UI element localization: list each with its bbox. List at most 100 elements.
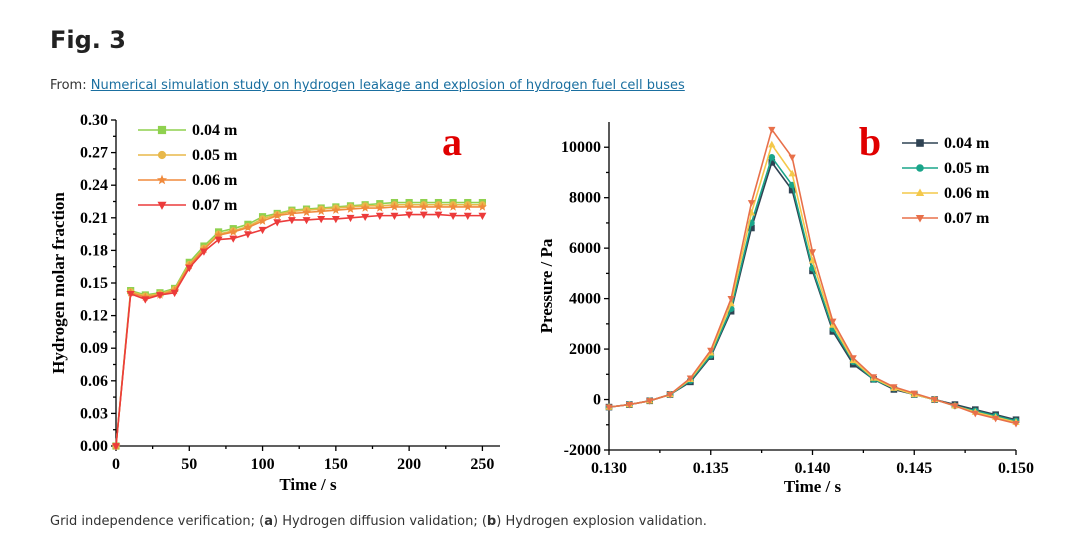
data-point [808, 249, 817, 256]
data-point [317, 216, 326, 224]
x-tick-label: 250 [470, 456, 494, 473]
data-point [185, 264, 194, 273]
data-point [788, 186, 796, 194]
x-tick-label: 0.145 [896, 460, 932, 477]
series-0.07-m [605, 126, 1020, 428]
x-axis-label: Time / s [784, 477, 842, 496]
series-0.05-m [112, 201, 487, 450]
data-point [788, 154, 796, 162]
legend-entry: 0.06 m [138, 172, 238, 189]
legend-entry: 0.05 m [902, 160, 990, 177]
data-point [346, 214, 355, 223]
y-tick-label: 0.30 [80, 112, 108, 129]
legend-entry: 0.04 m [902, 135, 990, 152]
x-tick-label: 200 [397, 456, 421, 473]
data-point [228, 227, 238, 236]
y-tick-label: -2000 [564, 442, 601, 459]
y-tick-label: 2000 [569, 341, 601, 358]
data-point [419, 211, 428, 219]
data-point [156, 292, 164, 300]
data-point [829, 318, 837, 326]
legend-marker [157, 150, 167, 160]
data-point [214, 236, 223, 244]
x-tick-label: 150 [324, 456, 348, 473]
y-tick-label: 0.21 [80, 210, 108, 227]
legend-entry: 0.06 m [902, 185, 990, 202]
data-point [686, 375, 695, 383]
data-point [478, 212, 487, 220]
y-axis-label: Pressure / Pa [537, 238, 556, 333]
legend-marker [156, 174, 168, 185]
data-point [449, 212, 458, 220]
caption-panel-a: a [264, 514, 273, 529]
chart-panel-a: 0.00 0.03 0.06 0.09 0.12 0.15 0.18 0.21 0.24 0.27… [49, 112, 500, 494]
figure-caption: Grid independence verification; (a) Hydr… [50, 514, 707, 529]
data-point [463, 202, 473, 211]
series-0.06-m [111, 202, 487, 450]
legend-label: 0.04 m [944, 135, 990, 152]
data-point [992, 415, 1000, 423]
chart-panel-b: -2000 0 2000 4000 6000 8000 10000 0.130 0.135 0.1… [537, 119, 1034, 496]
x-tick-label: 0.130 [591, 460, 627, 477]
y-tick-label: 0.24 [80, 177, 108, 194]
legend-entry: 0.05 m [138, 147, 238, 164]
x-axis-label: Time / s [279, 475, 337, 494]
data-point [170, 289, 179, 298]
data-point [331, 205, 341, 214]
data-point [625, 401, 633, 409]
series-line [115, 206, 483, 447]
y-tick-label: 0.03 [80, 405, 108, 422]
data-point [346, 204, 355, 213]
data-point [747, 200, 756, 207]
data-point [405, 211, 414, 219]
legend-marker [157, 201, 167, 210]
data-point [141, 296, 150, 304]
data-point [419, 202, 429, 211]
caption-intro: Grid independence verification; ( [50, 514, 265, 529]
legend-label: 0.04 m [192, 122, 238, 139]
data-point [258, 216, 268, 225]
data-point [727, 295, 735, 303]
legend-entry: 0.04 m [138, 122, 238, 139]
legend-entry: 0.07 m [138, 197, 238, 214]
legend-marker [915, 188, 925, 197]
y-tick-label: 0 [593, 392, 601, 409]
x-tick-label: 0.135 [693, 460, 729, 477]
y-tick-label: 0.12 [80, 308, 108, 325]
y-tick-label: 0.06 [80, 373, 108, 390]
data-point [788, 169, 796, 177]
y-tick-label: 0.18 [80, 242, 108, 259]
source-line: From: Numerical simulation study on hydr… [50, 78, 685, 93]
data-point [707, 347, 715, 355]
data-point [258, 226, 267, 235]
data-point [112, 443, 120, 451]
data-point [869, 374, 878, 381]
legend-label: 0.05 m [192, 147, 238, 164]
data-point [463, 212, 472, 220]
data-point [360, 203, 370, 212]
y-tick-label: 0.00 [80, 438, 108, 455]
data-point [375, 203, 385, 212]
y-tick-label: 0.15 [80, 275, 108, 292]
data-point [404, 202, 414, 211]
panel-label-b: b [859, 119, 881, 164]
source-article-link[interactable]: Numerical simulation study on hydrogen l… [90, 78, 685, 93]
data-point [890, 384, 898, 391]
series-line [115, 213, 483, 447]
legend-marker [915, 214, 925, 223]
data-point [316, 206, 326, 216]
x-tick-label: 100 [251, 456, 275, 473]
legend-marker [157, 125, 167, 135]
data-point [646, 398, 654, 405]
data-point [287, 217, 296, 225]
legend-label: 0.07 m [192, 197, 238, 214]
data-point [951, 403, 959, 410]
data-point [375, 212, 384, 220]
data-point [433, 202, 443, 211]
series-line [115, 201, 483, 447]
y-tick-label: 0.09 [80, 340, 108, 357]
data-point [434, 211, 443, 219]
data-point [273, 219, 282, 227]
data-point [448, 202, 458, 211]
